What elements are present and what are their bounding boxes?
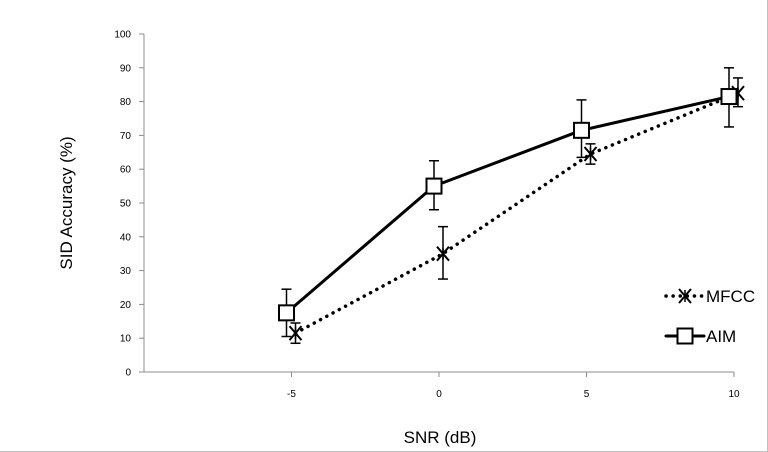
- y-axis-title: SID Accuracy (%): [57, 136, 76, 269]
- legend: MFCC AIM: [664, 287, 755, 346]
- legend-label-aim: AIM: [706, 327, 736, 346]
- data-point-aim: [425, 177, 443, 195]
- y-tick-label: 90: [120, 63, 132, 74]
- legend-item-mfcc: MFCC: [664, 287, 755, 306]
- legend-marker-mfcc: [678, 288, 692, 304]
- y-tick-label: 70: [120, 131, 132, 142]
- legend-item-aim: AIM: [664, 327, 736, 346]
- series-mfcc: [288, 77, 745, 345]
- x-tick-label: 5: [584, 389, 590, 400]
- x-tick-label: -5: [287, 389, 296, 400]
- y-tick-label: 40: [120, 232, 132, 243]
- y-tick-label: 60: [120, 165, 132, 176]
- data-point-aim: [720, 88, 738, 106]
- y-tick-label: 10: [120, 334, 132, 345]
- y-tick-label: 50: [120, 199, 132, 210]
- x-axis-title: SNR (dB): [404, 428, 477, 447]
- data-point-aim: [573, 121, 590, 139]
- y-tick-label: 0: [125, 368, 131, 379]
- data-point-mfcc: [436, 246, 450, 262]
- data-point-aim: [278, 304, 295, 322]
- x-tick-label: 0: [436, 389, 442, 400]
- y-tick-label: 30: [120, 266, 132, 277]
- series-line-mfcc: [293, 91, 740, 335]
- series-line-aim: [285, 95, 731, 315]
- y-tick-label: 100: [114, 30, 131, 41]
- y-tick-label: 80: [120, 97, 132, 108]
- x-tick-label: 10: [728, 389, 740, 400]
- y-tick-label: 20: [120, 300, 132, 311]
- legend-label-mfcc: MFCC: [706, 287, 755, 306]
- data-point-mfcc: [288, 325, 303, 341]
- data-point-mfcc: [583, 146, 598, 162]
- series-aim: [278, 67, 738, 338]
- legend-marker-aim: [676, 327, 694, 345]
